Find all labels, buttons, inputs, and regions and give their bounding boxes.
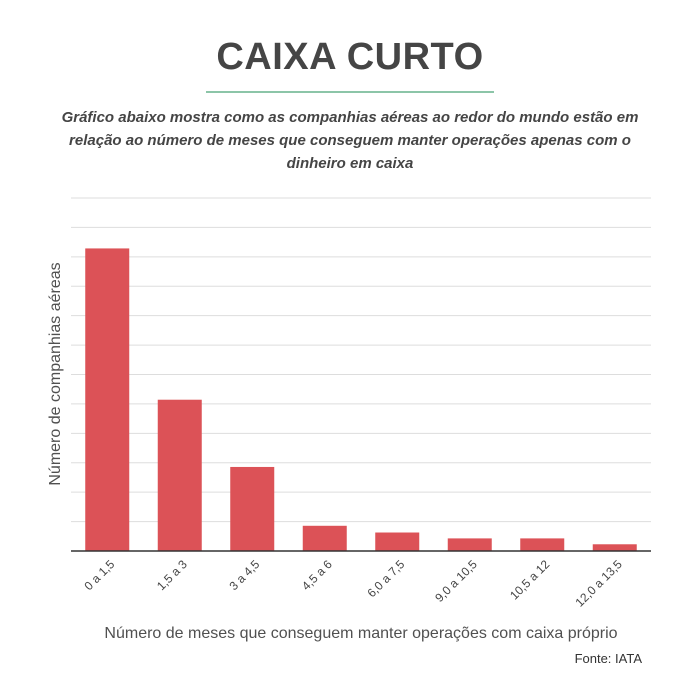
bar-7 xyxy=(520,538,565,551)
x-tick-label: 6,0 a 7,5 xyxy=(364,557,407,600)
title-underline xyxy=(206,91,494,93)
bar-2 xyxy=(157,399,202,551)
x-tick-label: 0 a 1,5 xyxy=(82,557,118,593)
x-tick-label: 12,0 a 13,5 xyxy=(573,557,626,610)
bar-4 xyxy=(302,525,347,551)
bar-1 xyxy=(85,248,130,551)
bar-chart: 0 a 1,5 1,5 a 3 3 a 4,5 4,5 a 6 6,0 a 7,5 9,0… xyxy=(71,197,651,610)
bars xyxy=(85,248,637,551)
y-axis-label: Número de companhias aéreas xyxy=(47,262,64,486)
x-tick-label: 9,0 a 10,5 xyxy=(432,557,480,605)
bar-3 xyxy=(230,466,275,551)
x-tick-label: 4,5 a 6 xyxy=(299,557,335,593)
x-tick-label: 10,5 a 12 xyxy=(507,557,553,603)
x-tick-labels: 0 a 1,5 1,5 a 3 3 a 4,5 4,5 a 6 6,0 a 7,5 9,0… xyxy=(82,557,626,610)
bar-8 xyxy=(592,544,637,551)
chart-title: CAIXA CURTO xyxy=(216,36,484,78)
chart-subtitle: Gráfico abaixo mostra como as companhias… xyxy=(61,109,639,172)
x-axis-label: Número de meses que conseguem manter ope… xyxy=(104,625,618,642)
bar-6 xyxy=(447,538,492,551)
x-tick-label: 3 a 4,5 xyxy=(227,557,263,593)
x-tick-label: 1,5 a 3 xyxy=(154,557,190,593)
source-note: Fonte: IATA xyxy=(574,651,642,666)
bar-5 xyxy=(375,532,420,551)
